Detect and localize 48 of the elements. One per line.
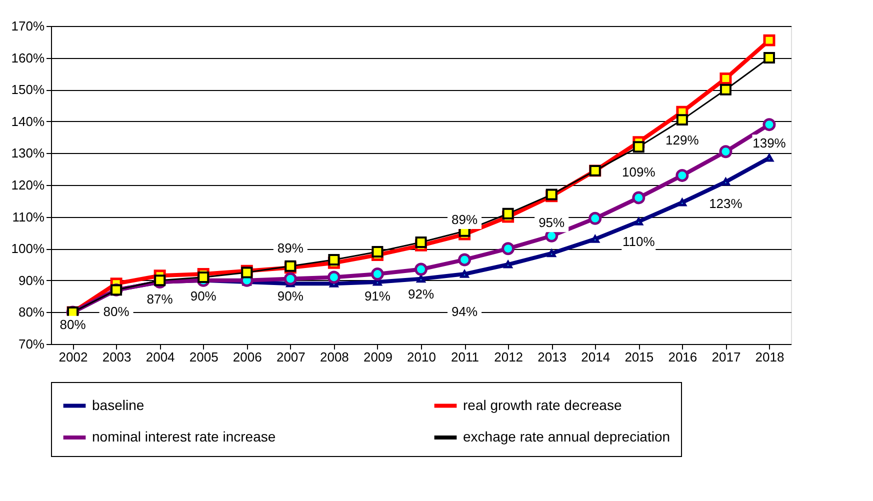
y-tick-label: 150% [11, 82, 45, 98]
annotation: 139% [752, 136, 786, 151]
legend-label: baseline [92, 396, 144, 413]
x-tick-label: 2018 [755, 350, 784, 364]
y-tick-label: 90% [18, 272, 45, 288]
x-tick-label: 2006 [232, 350, 262, 364]
y-tick-label: 170% [11, 18, 45, 34]
y-tick-label: 70% [18, 336, 45, 352]
annotation: 80% [60, 316, 86, 332]
y-tick-label: 130% [11, 146, 45, 161]
y-tick-label: 140% [11, 114, 45, 129]
x-tick-label: 2004 [146, 350, 175, 364]
annotation: 109% [622, 164, 656, 180]
x-tick-label: 2012 [494, 350, 524, 364]
annotation: 129% [666, 132, 700, 148]
annotation: 90% [277, 288, 304, 304]
legend-label: real growth rate decrease [463, 396, 622, 413]
annotation: 92% [408, 286, 434, 302]
y-tick-label: 110% [12, 209, 45, 224]
annotation: 91% [364, 288, 391, 304]
y-tick-label: 80% [18, 304, 45, 320]
annotation: 80% [103, 304, 130, 320]
x-tick-label: 2014 [581, 350, 610, 364]
x-tick-label: 2016 [668, 350, 698, 364]
legend-label: nominal interest rate increase [92, 428, 276, 444]
annotation: 90% [190, 288, 217, 304]
x-tick-label: 2002 [58, 350, 88, 364]
x-tick-label: 2005 [189, 350, 218, 364]
x-tick-label: 2015 [624, 350, 654, 364]
annotation: 89% [452, 212, 478, 227]
x-tick-label: 2017 [712, 350, 741, 364]
y-tick-label: 100% [11, 241, 45, 256]
legend-label: exchage rate annual depreciation [463, 428, 670, 444]
annotation: 94% [452, 304, 478, 320]
x-tick-label: 2011 [451, 350, 480, 364]
y-tick-label: 120% [11, 178, 45, 192]
x-tick-label: 2009 [364, 350, 392, 364]
y-tick-label: 160% [11, 50, 45, 66]
annotation: 123% [709, 196, 743, 212]
annotation: 89% [277, 240, 304, 256]
annotation: 87% [146, 291, 174, 306]
annotation: 110% [622, 234, 656, 250]
x-tick-label: 2013 [538, 350, 567, 364]
x-tick-label: 2003 [102, 350, 132, 364]
x-tick-label: 2010 [407, 350, 436, 364]
x-tick-label: 2007 [276, 350, 306, 364]
x-tick-label: 2008 [320, 350, 349, 364]
annotation: 95% [538, 215, 566, 230]
